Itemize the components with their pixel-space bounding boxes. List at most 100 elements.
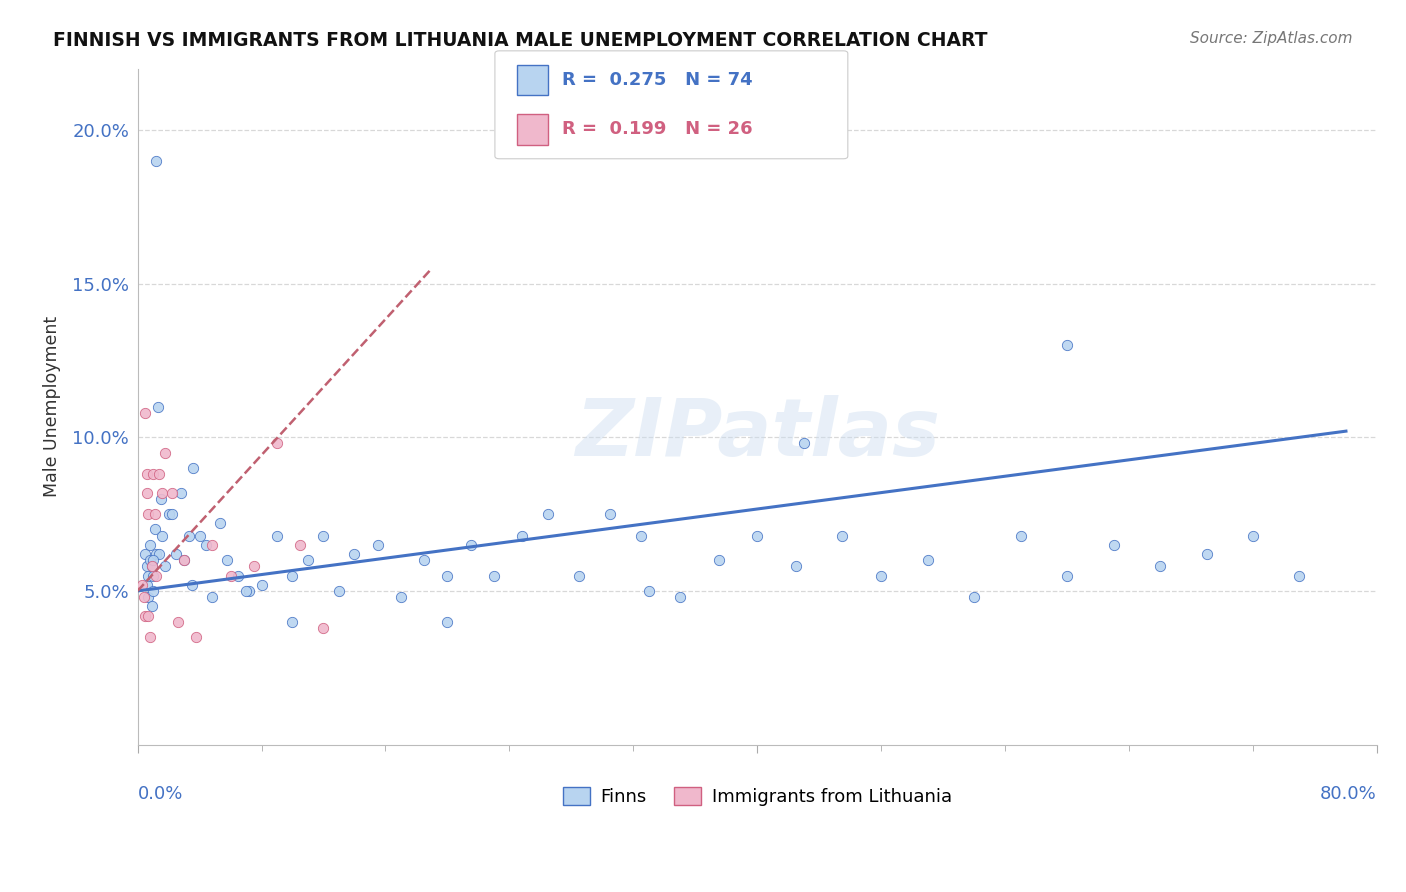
Point xyxy=(145,153,167,168)
Point xyxy=(226,568,249,582)
Point xyxy=(150,528,173,542)
Point xyxy=(142,553,165,567)
Point xyxy=(266,528,288,542)
Point xyxy=(870,568,893,582)
Point xyxy=(238,583,260,598)
Point xyxy=(188,528,211,542)
Point xyxy=(135,578,157,592)
Point xyxy=(436,568,458,582)
Point xyxy=(201,538,224,552)
Point xyxy=(142,467,165,482)
Point xyxy=(290,538,312,552)
Point xyxy=(1102,538,1125,552)
Point xyxy=(1149,559,1171,574)
Point xyxy=(217,553,239,567)
Point xyxy=(138,507,160,521)
Point xyxy=(281,615,304,629)
Point xyxy=(630,528,652,542)
Text: R =  0.199   N = 26: R = 0.199 N = 26 xyxy=(562,120,754,138)
Point xyxy=(141,599,163,614)
Point xyxy=(148,467,170,482)
Legend: Finns, Immigrants from Lithuania: Finns, Immigrants from Lithuania xyxy=(555,780,959,814)
Point xyxy=(510,528,533,542)
Point xyxy=(166,615,188,629)
Point xyxy=(142,568,165,582)
Point xyxy=(139,630,162,644)
Point xyxy=(138,590,160,604)
Point xyxy=(250,578,273,592)
Point xyxy=(281,568,304,582)
Point xyxy=(963,590,986,604)
Point xyxy=(343,547,366,561)
Point xyxy=(297,553,319,567)
Point xyxy=(668,590,690,604)
Point xyxy=(917,553,939,567)
Point xyxy=(180,578,202,592)
Point xyxy=(145,547,167,561)
Point xyxy=(165,547,187,561)
Point xyxy=(328,583,350,598)
Text: Source: ZipAtlas.com: Source: ZipAtlas.com xyxy=(1189,31,1353,46)
Point xyxy=(150,485,173,500)
Point xyxy=(482,568,505,582)
Text: 0.0%: 0.0% xyxy=(138,785,183,803)
Point xyxy=(134,406,156,420)
Text: 80.0%: 80.0% xyxy=(1320,785,1376,803)
Point xyxy=(155,445,177,459)
Point xyxy=(389,590,412,604)
Point xyxy=(436,615,458,629)
Point xyxy=(148,547,170,561)
Point xyxy=(1195,547,1218,561)
Point xyxy=(413,553,436,567)
Point xyxy=(208,516,231,531)
Point xyxy=(1288,568,1310,582)
Point xyxy=(1056,338,1078,352)
Point xyxy=(747,528,769,542)
Point xyxy=(170,485,193,500)
Point xyxy=(146,400,169,414)
Point xyxy=(138,608,160,623)
Point xyxy=(135,559,157,574)
Text: R =  0.275   N = 74: R = 0.275 N = 74 xyxy=(562,71,754,89)
Point xyxy=(235,583,257,598)
Point xyxy=(201,590,224,604)
Point xyxy=(131,578,153,592)
Point xyxy=(186,630,208,644)
Point xyxy=(173,553,195,567)
Point xyxy=(138,568,160,582)
Point xyxy=(149,491,172,506)
Point xyxy=(785,559,807,574)
Point xyxy=(160,507,183,521)
Point xyxy=(1010,528,1032,542)
Point xyxy=(145,568,167,582)
Point xyxy=(135,467,157,482)
Point xyxy=(242,559,264,574)
Point xyxy=(219,568,242,582)
Point xyxy=(173,553,195,567)
Point xyxy=(637,583,659,598)
Point xyxy=(157,507,180,521)
Point xyxy=(160,485,183,500)
Point xyxy=(141,559,163,574)
Point xyxy=(460,538,482,552)
Point xyxy=(537,507,560,521)
Point xyxy=(141,559,163,574)
Point xyxy=(143,523,166,537)
Point xyxy=(143,507,166,521)
Point xyxy=(312,528,335,542)
Point xyxy=(312,621,335,635)
Point xyxy=(139,538,162,552)
Point xyxy=(134,547,156,561)
Point xyxy=(194,538,217,552)
Point xyxy=(707,553,730,567)
Point xyxy=(142,583,165,598)
Point xyxy=(134,608,156,623)
Point xyxy=(793,436,815,450)
Point xyxy=(132,590,155,604)
Point xyxy=(831,528,853,542)
Point xyxy=(135,485,157,500)
Point xyxy=(367,538,389,552)
Text: FINNISH VS IMMIGRANTS FROM LITHUANIA MALE UNEMPLOYMENT CORRELATION CHART: FINNISH VS IMMIGRANTS FROM LITHUANIA MAL… xyxy=(53,31,988,50)
Point xyxy=(177,528,200,542)
Point xyxy=(1241,528,1264,542)
